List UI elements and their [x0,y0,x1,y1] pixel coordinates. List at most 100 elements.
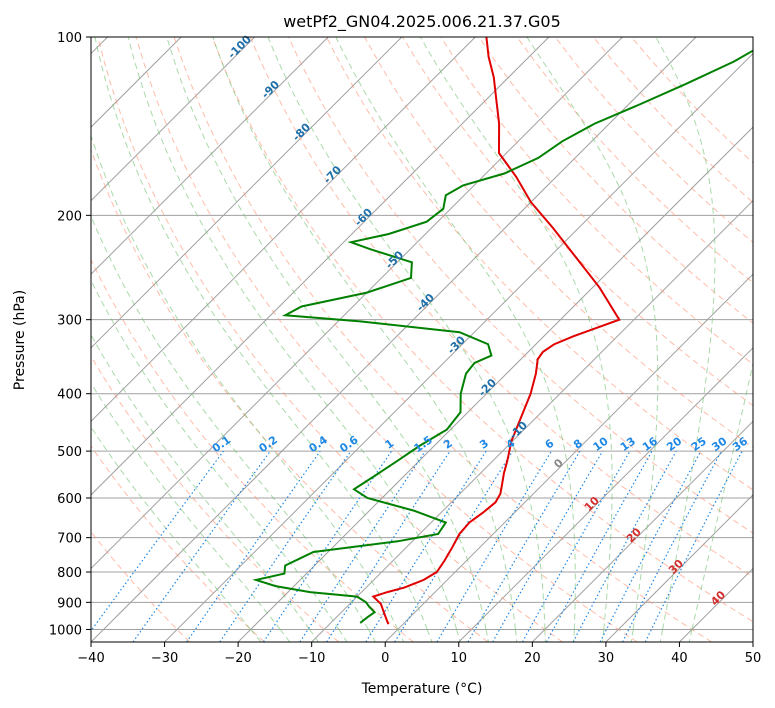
mixing-ratio-line [186,450,321,642]
x-tick-label: 40 [671,651,688,666]
mixing-ratio-line [91,450,224,632]
dry-adiabat-line [249,37,753,578]
dry-adiabat-line [91,258,414,642]
isotherm-line [679,567,753,642]
isotherm-line [91,37,329,275]
mixing-ratio-line [436,450,553,642]
plot-frame [90,36,754,643]
mixing-ratio-label: 0.1 [210,433,233,455]
moist-adiabat-line [127,37,461,642]
dry-adiabat-line [91,531,191,642]
x-tick-label: 20 [524,651,541,666]
x-tick-label: −30 [151,651,178,666]
dry-adiabat-line [516,37,753,284]
dry-adiabat-label: 20 [624,525,644,545]
moist-adiabat-line [212,37,518,642]
mixing-ratio-label: 0.6 [337,433,361,455]
isotherm-label: -80 [290,120,313,143]
dry-adiabat-line [287,37,753,534]
mixing-ratio-line [132,450,271,642]
x-axis: −40 −30 −20 −10 0 10 20 30 40 50 [77,642,761,666]
moist-adiabat-line [166,37,489,642]
dry-adiabat-line [478,37,753,324]
mixing-ratio-label: 1.5 [412,433,435,455]
dry-adiabat-line [173,37,713,642]
mixing-ratio-line [572,450,677,642]
moist-adiabat-line [267,37,546,642]
dry-adiabat-line [97,37,563,642]
dry-adiabat-line [326,37,753,491]
y-tick-label: 300 [57,314,82,329]
dry-adiabat-line [91,148,489,642]
mixing-ratio-label: 6 [543,437,557,452]
dewpoint-profile-line [252,49,753,624]
mixing-ratio-line [219,450,352,642]
isotherm-line [752,641,753,642]
chart-title: wetPf2_GN04.2025.006.21.37.G05 [283,12,561,32]
x-axis-label: Temperature (°C) [361,681,483,697]
isotherm-line [91,37,623,570]
dry-adiabat-line [440,37,753,365]
isotherm-label: -70 [321,163,344,186]
y-tick-label: 800 [57,566,82,581]
isotherm-line [91,37,550,496]
mixing-ratio-line [326,450,451,642]
isotherm-line [531,420,753,642]
dry-adiabat-label: 40 [708,588,728,608]
isotherm-label: -90 [259,78,282,101]
dry-adiabat-label: 10 [582,494,602,514]
y-tick-label: 600 [57,492,82,507]
mixing-ratio-label: 3 [477,437,491,452]
isotherm-line [605,494,753,642]
isotherm-line [91,37,476,423]
y-tick-label: 400 [57,388,82,403]
y-axis-label: Pressure (hPa) [12,290,28,390]
x-tick-label: −10 [298,651,325,666]
isotherm-line [384,273,753,642]
isotherm-label: -40 [414,291,437,314]
dry-adiabat-line [91,355,340,642]
mixing-ratio-label: 2 [441,437,455,452]
y-tick-label: 100 [57,31,82,46]
moist-adiabat-line [91,214,376,642]
isotherm-line [311,199,753,642]
profile-series [252,37,753,625]
moist-adiabat-line [526,37,659,642]
dry-adiabat-line [211,37,753,623]
x-tick-label: 10 [451,651,468,666]
mixing-ratio-line [262,450,392,642]
moist-adiabat-line [91,333,319,642]
reference-lines [91,37,753,642]
dry-adiabat-line [91,445,265,642]
moist-adiabat-line [91,279,348,642]
isotherm-line [458,347,753,642]
y-tick-label: 200 [57,209,82,224]
moist-adiabat-line [91,134,405,642]
y-tick-label: 1000 [49,623,82,638]
moist-adiabat-line [419,37,613,642]
x-tick-label: −20 [224,651,251,666]
mixing-ratio-line [521,450,631,642]
x-tick-label: 30 [598,651,615,666]
mixing-ratio-line [644,450,743,642]
isotherm-line [237,126,753,642]
isotherm-line [91,37,697,642]
temperature-profile-line [371,37,621,625]
mixing-ratio-line [299,450,426,642]
reference-line-labels: 0.1 0.2 0.4 0.6 1 1.5 2 3 4 6 8 10 13 16 20 25 30 36-100-… [210,33,751,609]
mixing-ratio-line [394,450,514,642]
moist-adiabat-line [91,426,262,642]
x-tick-label: 0 [381,651,389,666]
y-axis: 100 200 300 400 500 600 700 800 900 1000 [49,31,91,638]
mixing-ratio-label: 0.4 [306,433,330,455]
isotherm-line [91,37,403,349]
isotherm-label: -30 [445,333,468,356]
moist-adiabat-line [688,361,753,642]
isotherm-line [164,52,753,642]
x-tick-label: 50 [745,651,762,666]
mixing-ratio-line [546,450,653,642]
isotherm-label: -60 [352,206,375,229]
moist-adiabat-line [335,37,576,642]
moist-adiabat-line [91,382,291,642]
